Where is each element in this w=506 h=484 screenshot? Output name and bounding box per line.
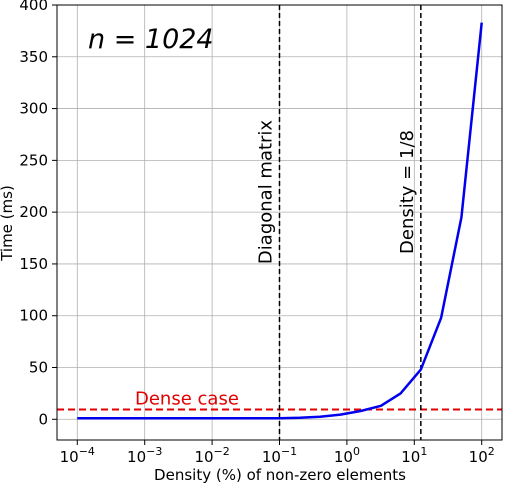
chart-title: n = 1024 — [88, 24, 214, 55]
x-tick-label: 10−1 — [262, 445, 297, 466]
x-axis: 10−4 10−3 10−2 10−1 100 101 102 — [60, 440, 495, 466]
x-tick-label: 10−4 — [60, 445, 95, 466]
y-tick-label: 200 — [19, 203, 48, 221]
reference-line-label: Diagonal matrix — [256, 120, 277, 265]
y-tick-label: 50 — [29, 359, 48, 377]
x-tick-label: 10−3 — [127, 445, 162, 466]
y-axis-label: Time (ms) — [0, 185, 16, 262]
annotations: Dense case Diagonal matrix Density = 1/8 — [135, 120, 418, 410]
x-tick-label: 10−2 — [194, 445, 229, 466]
y-axis: 0 50 100 150 200 250 300 350 400 — [19, 0, 57, 428]
y-tick-label: 350 — [19, 48, 48, 66]
x-tick-label: 100 — [334, 445, 360, 466]
y-tick-label: 0 — [38, 410, 48, 428]
y-tick-label: 150 — [19, 255, 48, 273]
y-tick-label: 400 — [19, 0, 48, 14]
x-tick-label: 101 — [401, 445, 427, 466]
x-axis-label: Density (%) of non-zero elements — [154, 466, 406, 484]
series-group — [77, 22, 483, 420]
x-tick-label: 102 — [469, 445, 495, 466]
reference-line-label: Density = 1/8 — [397, 130, 418, 254]
dense-case-label: Dense case — [135, 388, 239, 409]
y-tick-label: 300 — [19, 100, 48, 118]
series-line — [77, 22, 483, 420]
y-tick-label: 100 — [19, 307, 48, 325]
y-tick-label: 250 — [19, 151, 48, 169]
